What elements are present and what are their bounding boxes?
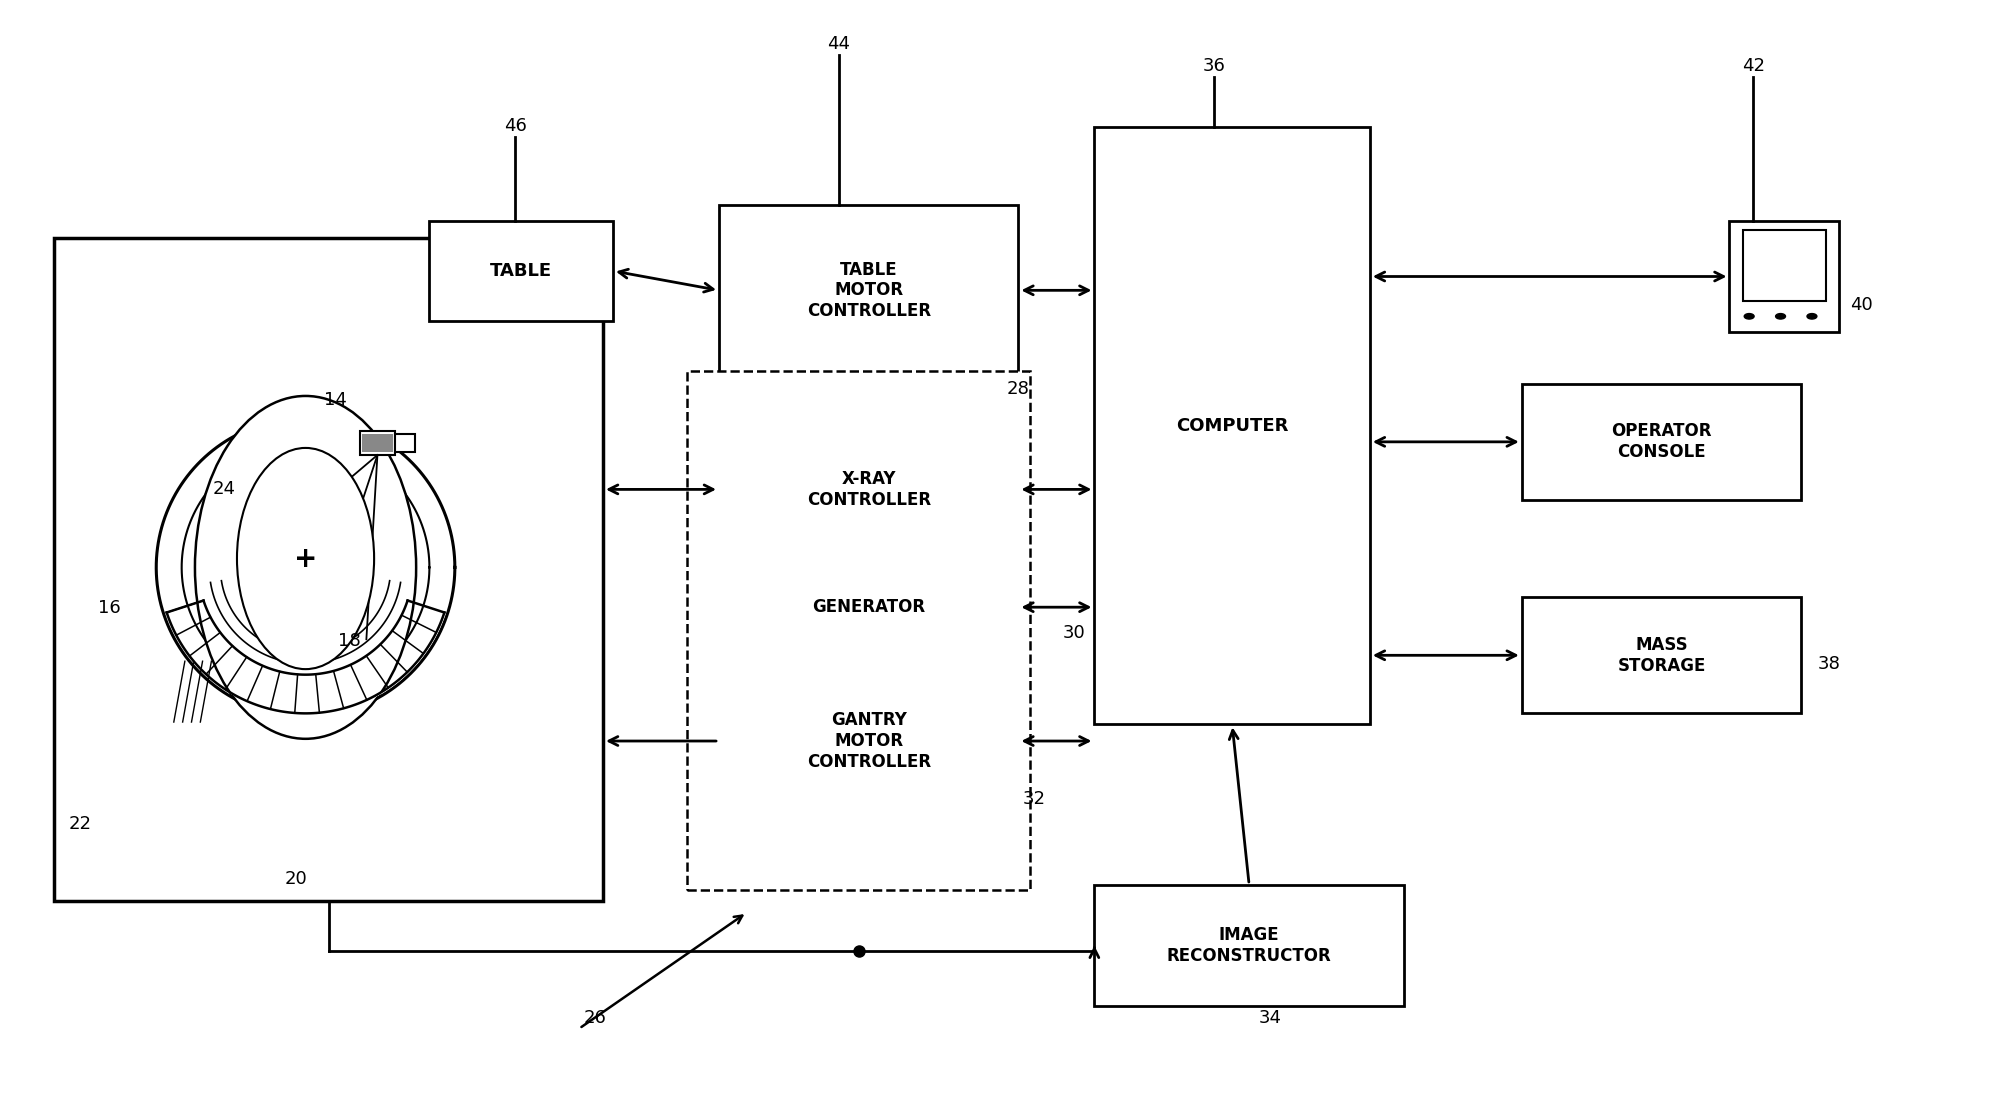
Bar: [719, 205, 1018, 376]
Bar: [54, 238, 603, 901]
Bar: [1522, 597, 1801, 713]
Text: 32: 32: [1022, 790, 1046, 807]
Bar: [687, 371, 1030, 890]
Bar: [361, 434, 393, 451]
Text: COMPUTER: COMPUTER: [1176, 417, 1288, 435]
Text: GENERATOR: GENERATOR: [813, 598, 925, 616]
Bar: [1729, 221, 1839, 332]
Ellipse shape: [196, 396, 415, 739]
Text: +: +: [294, 544, 318, 573]
Bar: [1094, 127, 1370, 724]
Text: 26: 26: [583, 1009, 607, 1026]
Ellipse shape: [238, 448, 373, 669]
Text: 18: 18: [337, 633, 361, 650]
Circle shape: [1743, 314, 1753, 319]
Bar: [1522, 384, 1801, 500]
Circle shape: [1807, 314, 1817, 319]
Text: 24: 24: [212, 480, 236, 498]
Bar: [395, 434, 415, 451]
Text: GANTRY
MOTOR
CONTROLLER: GANTRY MOTOR CONTROLLER: [807, 711, 931, 771]
Text: 16: 16: [98, 599, 122, 617]
Bar: [1094, 885, 1404, 1006]
Text: 40: 40: [1849, 296, 1873, 314]
Text: 22: 22: [68, 815, 92, 833]
Text: MASS
STORAGE: MASS STORAGE: [1618, 636, 1705, 675]
Bar: [719, 567, 1018, 647]
Text: OPERATOR
CONSOLE: OPERATOR CONSOLE: [1612, 422, 1711, 461]
Text: 36: 36: [1202, 58, 1226, 75]
Bar: [429, 221, 613, 321]
Circle shape: [1775, 314, 1785, 319]
Text: 44: 44: [827, 35, 851, 53]
Text: 42: 42: [1741, 58, 1765, 75]
Text: TABLE
MOTOR
CONTROLLER: TABLE MOTOR CONTROLLER: [807, 261, 931, 320]
Bar: [719, 431, 1018, 547]
Text: 38: 38: [1817, 655, 1841, 672]
Bar: [1743, 230, 1825, 301]
Text: 30: 30: [1062, 624, 1086, 641]
Text: 46: 46: [503, 117, 527, 135]
Text: 28: 28: [1006, 380, 1030, 398]
Text: TABLE: TABLE: [489, 262, 553, 280]
Bar: [719, 664, 1018, 818]
Text: 14: 14: [324, 392, 347, 409]
Text: IMAGE
RECONSTRUCTOR: IMAGE RECONSTRUCTOR: [1166, 926, 1332, 966]
Text: 20: 20: [284, 870, 308, 888]
Bar: [359, 430, 395, 455]
Text: 34: 34: [1258, 1009, 1282, 1026]
Text: X-RAY
CONTROLLER: X-RAY CONTROLLER: [807, 470, 931, 509]
